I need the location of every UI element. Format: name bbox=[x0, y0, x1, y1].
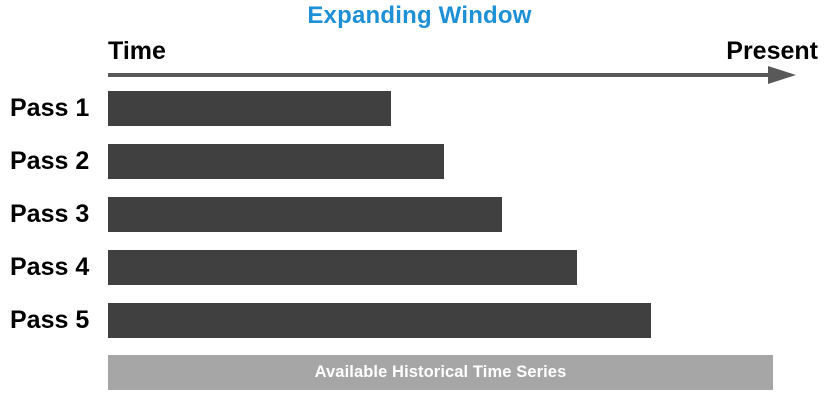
pass-5-bar bbox=[108, 303, 651, 338]
pass-4-bar bbox=[108, 250, 577, 285]
axis-label-present: Present bbox=[726, 37, 818, 65]
pass-2-bar bbox=[108, 144, 444, 179]
pass-1-label: Pass 1 bbox=[10, 94, 90, 122]
axis-label-time: Time bbox=[108, 37, 166, 65]
pass-2-label: Pass 2 bbox=[10, 147, 90, 175]
pass-3-bar bbox=[108, 197, 502, 232]
pass-1-bar bbox=[108, 91, 391, 126]
historical-time-series-label: Available Historical Time Series bbox=[314, 363, 567, 381]
historical-time-series-bar: Available Historical Time Series bbox=[108, 355, 773, 390]
pass-4-label: Pass 4 bbox=[10, 253, 90, 281]
pass-5-label: Pass 5 bbox=[10, 306, 90, 334]
diagram-title: Expanding Window bbox=[307, 2, 532, 29]
time-arrow-head bbox=[768, 66, 796, 84]
pass-3-label: Pass 3 bbox=[10, 200, 90, 228]
